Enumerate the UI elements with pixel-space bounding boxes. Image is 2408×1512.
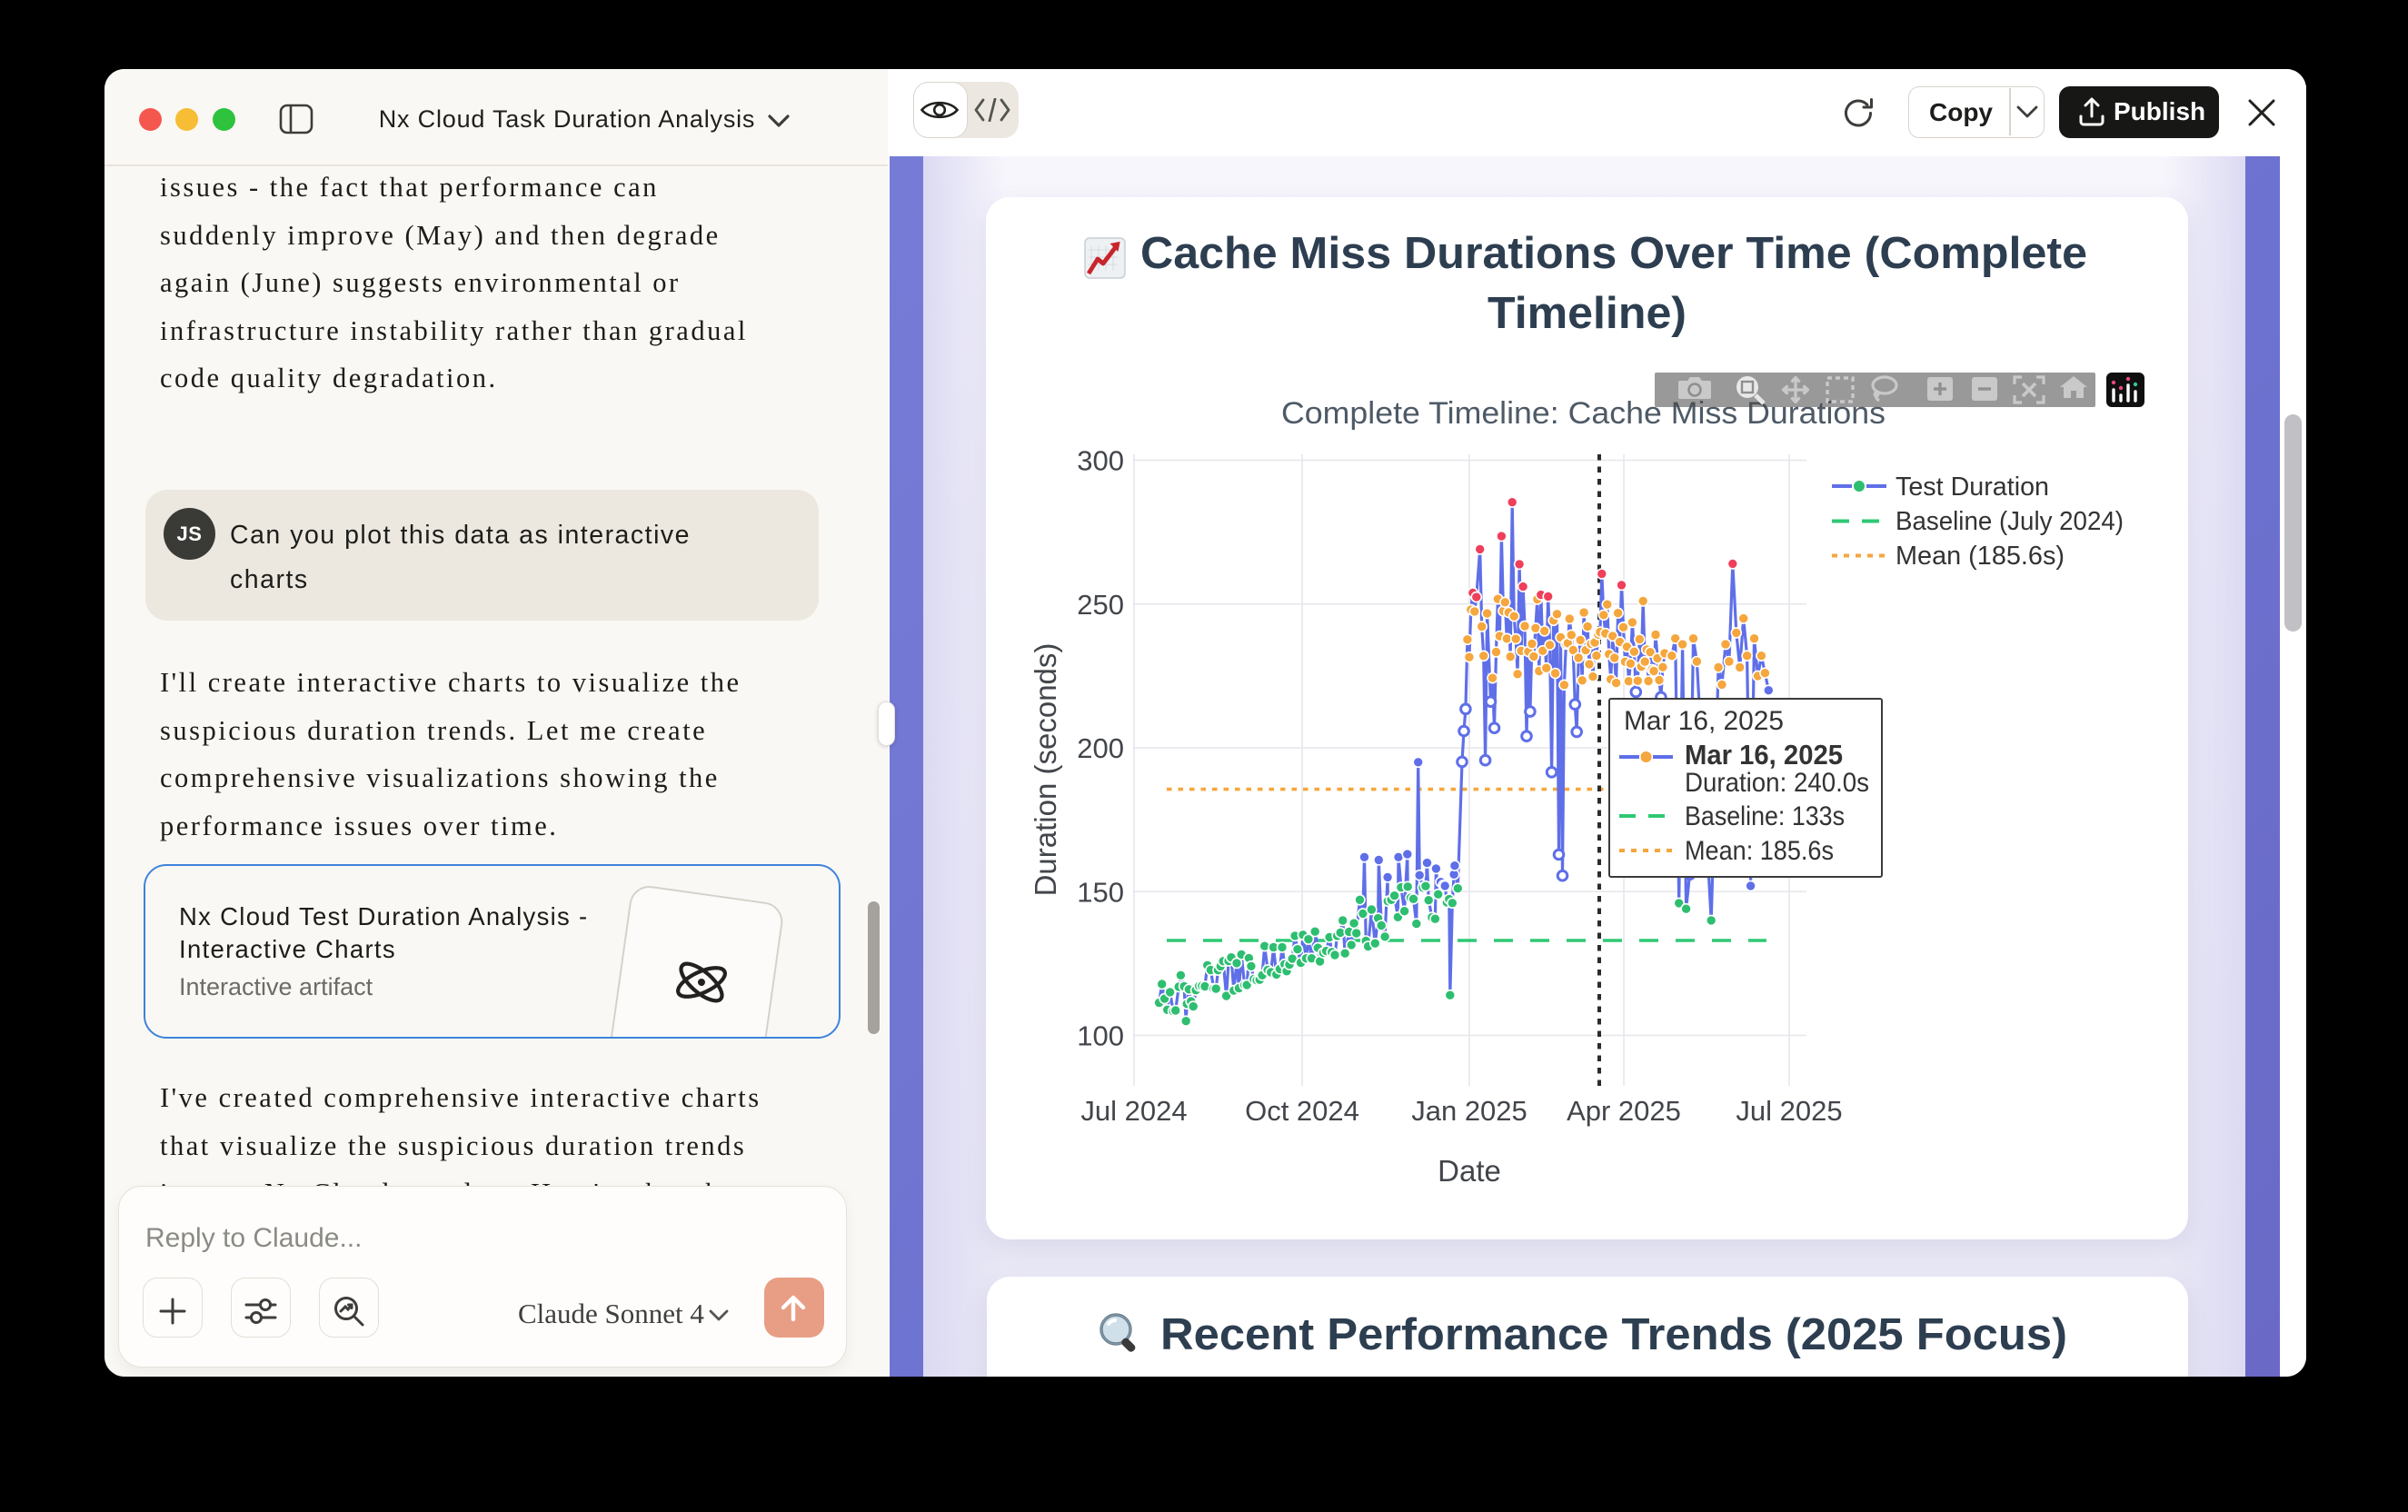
svg-text:Oct 2024: Oct 2024	[1245, 1095, 1359, 1127]
svg-text:Mar 16, 2025: Mar 16, 2025	[1624, 706, 1784, 736]
svg-text:Mar 16, 2025: Mar 16, 2025	[1685, 739, 1843, 771]
svg-text:Cache Miss Durations Over Time: Cache Miss Durations Over Time (Complete	[1140, 229, 2087, 278]
svg-text:Baseline (July 2024): Baseline (July 2024)	[1896, 507, 2124, 536]
svg-text:Baseline: 133s: Baseline: 133s	[1685, 801, 1845, 831]
svg-text:Jan 2025: Jan 2025	[1411, 1095, 1527, 1127]
svg-text:150: 150	[1077, 876, 1124, 908]
svg-text:Recent Performance Trends (202: Recent Performance Trends (2025 Focus)	[1160, 1310, 2067, 1359]
svg-text:200: 200	[1077, 732, 1124, 764]
svg-text:Apr 2025: Apr 2025	[1567, 1095, 1681, 1127]
svg-text:Jul 2025: Jul 2025	[1736, 1095, 1842, 1127]
svg-text:Duration: 240.0s: Duration: 240.0s	[1685, 768, 1869, 798]
svg-text:Mean (185.6s): Mean (185.6s)	[1896, 542, 2065, 571]
svg-text:100: 100	[1077, 1020, 1124, 1052]
svg-text:Test Duration: Test Duration	[1896, 472, 2049, 502]
svg-text:250: 250	[1077, 589, 1124, 621]
svg-text:Duration (seconds): Duration (seconds)	[1029, 643, 1062, 897]
svg-text:Timeline): Timeline)	[1488, 289, 1687, 338]
svg-text:Date: Date	[1438, 1154, 1501, 1188]
svg-text:Jul 2024: Jul 2024	[1080, 1095, 1187, 1127]
svg-text:300: 300	[1077, 445, 1124, 477]
svg-text:Mean: 185.6s: Mean: 185.6s	[1685, 836, 1834, 866]
